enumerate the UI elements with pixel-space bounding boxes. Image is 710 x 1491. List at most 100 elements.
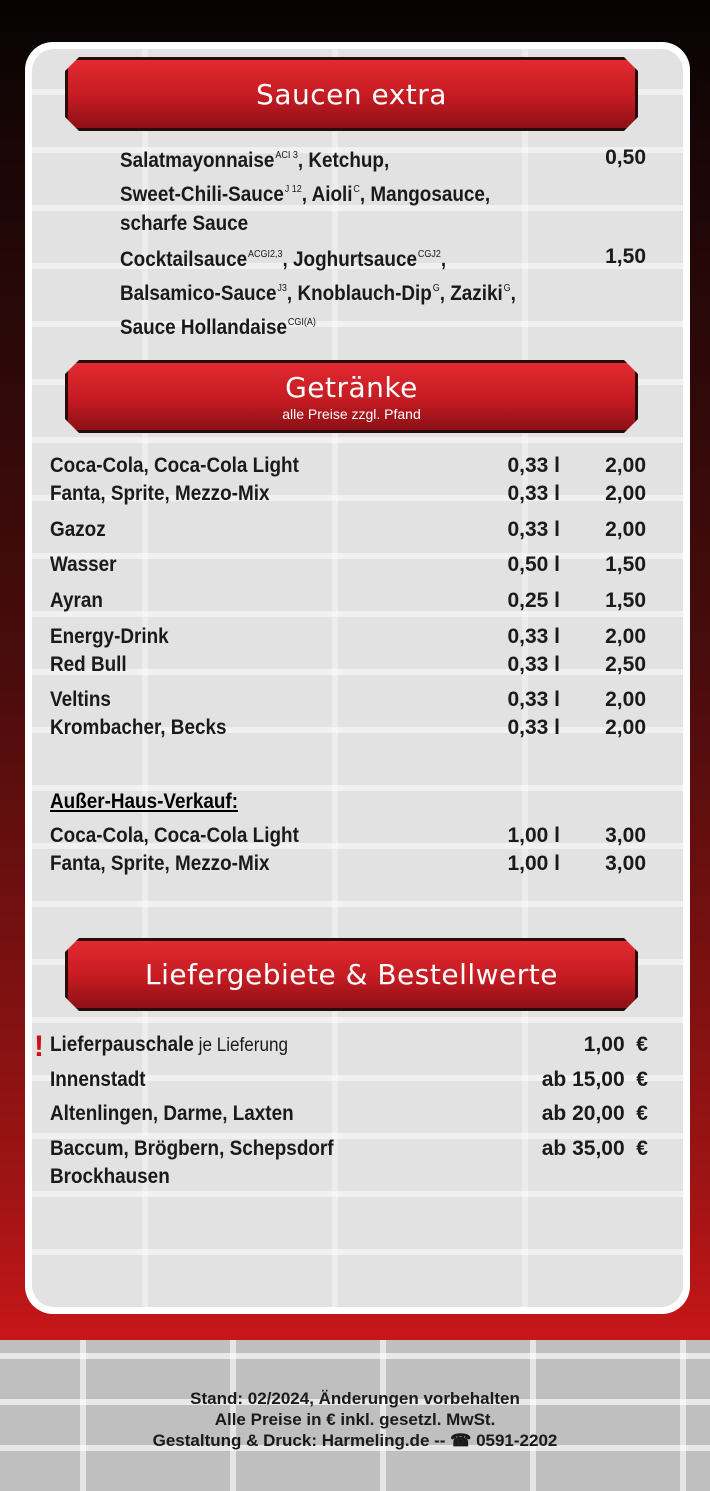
drink-row: Energy-Drink 0,33 l 2,00 [0,625,710,653]
drink-row: Gazoz 0,33 l 2,00 [0,518,710,546]
sauces-title: Saucen extra [256,78,447,111]
drink-volume: 0,33 l [507,625,560,648]
drink-volume: 0,50 l [507,553,560,576]
drink-row: Ayran 0,25 l 1,50 [0,589,710,617]
allergen-code: J3 [277,283,287,294]
drink-volume: 0,33 l [507,716,560,739]
takeaway-heading: Außer-Haus-Verkauf: [50,790,239,813]
sauce-name: scharfe Sauce [120,212,249,235]
sauce-line: Sauce HollandaiseCGI(A) [120,308,516,342]
sauce-group: SalatmayonnaiseACI 3, Ketchup, Sweet-Chil… [120,141,490,238]
allergen-code: G [503,283,511,294]
drink-name: Energy-Drink [50,625,169,648]
drink-price: 2,00 [605,518,646,541]
drink-price: 1,50 [605,553,646,576]
drinks-banner: Getränke alle Preise zzgl. Pfand [65,360,638,433]
delivery-area: Innenstadt [50,1068,146,1092]
sauce-line: CocktailsauceACGI2,3, JoghurtsauceCGJ2, [120,240,516,274]
drink-price: 2,00 [605,688,646,711]
allergen-code: CGI(A) [287,317,316,328]
delivery-row: Altenlingen, Darme, Laxten ab 20,00 € [0,1102,710,1130]
drink-row: Fanta, Sprite, Mezzo-Mix 1,00 l 3,00 [0,852,710,880]
delivery-area: Altenlingen, Darme, Laxten [50,1102,294,1126]
drinks-title: Getränke [285,371,418,404]
drink-volume: 0,33 l [507,454,560,477]
alert-icon: ! [34,1030,44,1063]
allergen-code: C [353,184,360,195]
delivery-area: Lieferpauschale je Lieferung [50,1033,288,1057]
drink-row: Wasser 0,50 l 1,50 [0,553,710,581]
drink-price: 2,00 [605,482,646,505]
drink-volume: 0,33 l [507,688,560,711]
delivery-row: Lieferpauschale je Lieferung 1,00 € [0,1033,710,1061]
sauce-name: , Aioli [301,183,353,206]
drink-name: Wasser [50,553,117,576]
drink-row: Red Bull 0,33 l 2,50 [0,653,710,681]
delivery-minimum: ab 35,00 € [541,1137,648,1160]
drink-price: 3,00 [605,852,646,875]
footer: Stand: 02/2024, Änderungen vorbehalten A… [0,1388,710,1451]
drink-row: Coca-Cola, Coca-Cola Light 1,00 l 3,00 [0,824,710,852]
allergen-code: ACGI2,3 [248,249,283,260]
drink-volume: 0,33 l [507,518,560,541]
sauce-line: SalatmayonnaiseACI 3, Ketchup, [120,141,490,175]
delivery-row: Innenstadt ab 15,00 € [0,1068,710,1096]
drink-row: Coca-Cola, Coca-Cola Light 0,33 l 2,00 [0,454,710,482]
delivery-area-name: Brockhausen [50,1165,170,1188]
delivery-minimum: ab 20,00 € [541,1102,648,1125]
delivery-row: Baccum, Brögbern, Schepsdorf ab 35,00 € [0,1137,710,1165]
drink-price: 2,00 [605,625,646,648]
drink-row: Fanta, Sprite, Mezzo-Mix 0,33 l 2,00 [0,482,710,510]
menu-panel [32,49,683,1307]
sauce-line: Sweet-Chili-SauceJ 12, AioliC, Mangosauc… [120,175,490,209]
sauce-price: 0,50 [605,146,646,169]
drink-name: Ayran [50,589,103,612]
sauce-name: Balsamico-Sauce [120,282,277,305]
drink-name: Fanta, Sprite, Mezzo-Mix [50,482,270,505]
drink-name: Fanta, Sprite, Mezzo-Mix [50,852,270,875]
sauces-banner: Saucen extra [65,57,638,131]
drink-row: Veltins 0,33 l 2,00 [0,688,710,716]
delivery-area-name: Altenlingen, Darme, Laxten [50,1102,294,1125]
drink-volume: 0,33 l [507,653,560,676]
drink-price: 1,50 [605,589,646,612]
drink-volume: 0,33 l [507,482,560,505]
drink-price: 3,00 [605,824,646,847]
allergen-code: J 12 [284,184,302,195]
sauce-price: 1,50 [605,245,646,268]
drink-volume: 0,25 l [507,589,560,612]
drink-row: Krombacher, Becks 0,33 l 2,00 [0,716,710,744]
footer-line: Alle Preise in € inkl. gesetzl. MwSt. [214,1410,496,1429]
sauce-name: , [510,282,516,305]
sauce-name: , Joghurtsauce [282,248,417,271]
drink-name: Coca-Cola, Coca-Cola Light [50,824,299,847]
sauce-name: , [440,248,447,271]
sauce-name: Salatmayonnaise [120,149,275,172]
delivery-area-name: Lieferpauschale [50,1033,194,1056]
delivery-banner: Liefergebiete & Bestellwerte [65,938,638,1011]
footer-line: Gestaltung & Druck: Harmeling.de -- ☎ 05… [152,1431,558,1450]
drink-volume: 1,00 l [507,852,560,875]
drink-price: 2,00 [605,716,646,739]
footer-line: Stand: 02/2024, Änderungen vorbehalten [190,1389,520,1408]
delivery-row: Brockhausen [0,1165,710,1193]
sauce-name: , Mangosauce, [359,183,491,206]
sauce-name: Sauce Hollandaise [120,316,288,339]
delivery-minimum: 1,00 € [583,1033,648,1056]
delivery-area-name: Innenstadt [50,1068,146,1091]
sauce-name: , Knoblauch-Dip [286,282,432,305]
delivery-note: je Lieferung [193,1035,289,1056]
sauce-group: CocktailsauceACGI2,3, JoghurtsauceCGJ2, B… [120,240,516,342]
allergen-code: ACI 3 [275,150,298,161]
sauce-name: , Ketchup, [297,149,390,172]
drink-name: Veltins [50,688,111,711]
drink-price: 2,00 [605,454,646,477]
sauce-name: Cocktailsauce [120,248,248,271]
drink-name: Krombacher, Becks [50,716,227,739]
delivery-area: Baccum, Brögbern, Schepsdorf [50,1137,334,1161]
drink-name: Red Bull [50,653,127,676]
delivery-area: Brockhausen [50,1165,170,1189]
delivery-area-name: Baccum, Brögbern, Schepsdorf [50,1137,334,1160]
drink-name: Coca-Cola, Coca-Cola Light [50,454,299,477]
drink-volume: 1,00 l [507,824,560,847]
